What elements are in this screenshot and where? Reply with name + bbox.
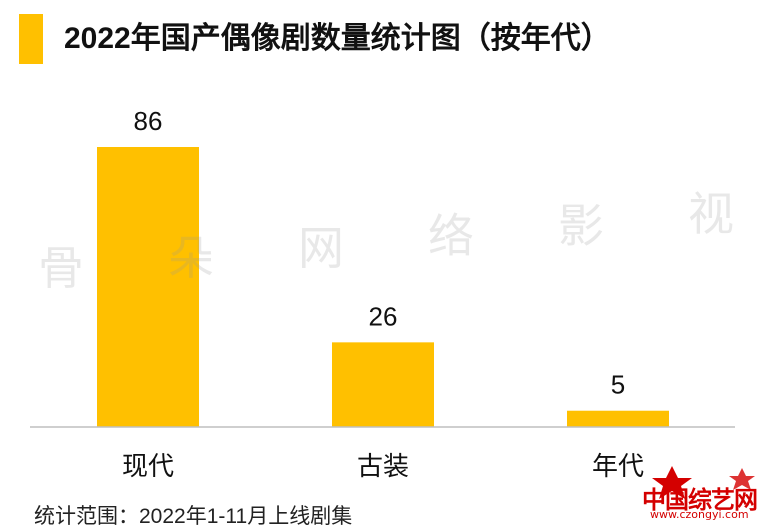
logo-star-icon (652, 466, 755, 499)
site-logo[interactable]: 中国综艺网 www.czongyi.com (632, 464, 777, 526)
data-label: 86 (134, 106, 163, 136)
x-tick-label: 年代 (592, 452, 644, 482)
logo-name: 中国综艺网 (642, 486, 758, 514)
logo-url: www.czongyi.com (650, 508, 749, 521)
data-label: 5 (611, 370, 625, 400)
bar-年代 (567, 410, 669, 427)
bars-layer (97, 147, 669, 427)
x-tick-label: 现代 (122, 452, 174, 482)
bar-古装 (332, 342, 434, 427)
x-tick-label: 古装 (357, 452, 409, 482)
bar-现代 (97, 147, 199, 427)
data-label: 26 (369, 301, 398, 331)
footnote: 统计范围：2022年1-11月上线剧集 (34, 505, 353, 528)
labels-layer: 86 现代 26 古装 5 年代 (122, 106, 644, 482)
title-accent-bar (19, 14, 43, 64)
chart-title: 2022年国产偶像剧数量统计图（按年代） (64, 22, 611, 55)
